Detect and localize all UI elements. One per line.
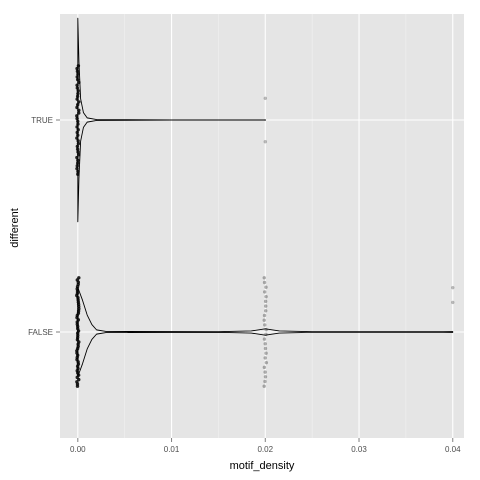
data-point xyxy=(263,370,267,374)
data-point xyxy=(262,290,267,294)
x-tick-label: 0.04 xyxy=(445,445,461,454)
data-point xyxy=(263,356,267,360)
x-tick-label: 0.02 xyxy=(257,445,273,454)
violin-outline xyxy=(77,17,266,223)
data-point xyxy=(262,365,267,370)
data-point xyxy=(264,351,268,355)
data-point xyxy=(264,304,268,308)
data-point xyxy=(75,83,79,87)
data-point xyxy=(451,300,455,305)
y-axis: FALSE TRUE xyxy=(28,116,60,337)
series-true xyxy=(75,17,267,223)
data-point xyxy=(262,384,266,388)
y-axis-title: different xyxy=(9,208,21,248)
x-tick-label: 0.00 xyxy=(70,445,86,454)
x-tick-label: 0.01 xyxy=(164,445,180,454)
violin-outline xyxy=(77,287,454,377)
data-point xyxy=(264,360,269,365)
panel-background xyxy=(60,14,464,438)
x-axis: 0.00 0.01 0.02 0.03 0.04 xyxy=(70,438,461,454)
data-point xyxy=(451,285,455,290)
x-tick-label: 0.03 xyxy=(351,445,367,454)
data-point xyxy=(77,276,81,280)
data-point xyxy=(264,285,268,289)
y-tick-label: TRUE xyxy=(31,116,53,125)
data-point xyxy=(263,323,267,327)
data-point xyxy=(263,379,267,384)
y-tick-label: FALSE xyxy=(28,328,53,337)
data-point xyxy=(262,276,266,280)
x-axis-title: motif_density xyxy=(230,460,295,472)
data-point xyxy=(263,139,267,144)
data-marks xyxy=(75,17,455,388)
data-point xyxy=(264,294,268,299)
data-point xyxy=(263,342,267,346)
data-point xyxy=(263,375,268,379)
data-point xyxy=(262,337,267,341)
data-point xyxy=(263,96,267,101)
data-point xyxy=(264,309,268,313)
data-point xyxy=(263,299,268,304)
data-point xyxy=(263,346,268,351)
series-false xyxy=(75,276,455,388)
data-point xyxy=(262,280,267,285)
data-point xyxy=(262,313,267,318)
data-point xyxy=(262,318,266,322)
